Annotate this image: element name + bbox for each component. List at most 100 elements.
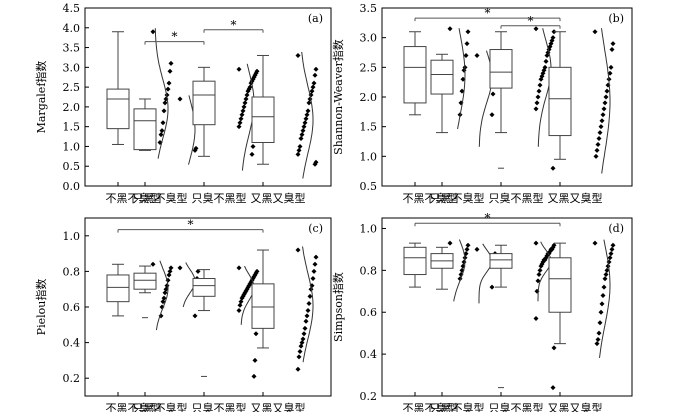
data-point [195, 268, 201, 274]
data-point [301, 124, 307, 130]
data-point [594, 341, 600, 347]
data-point [295, 151, 301, 157]
data-point [599, 118, 605, 124]
data-point [305, 308, 311, 314]
panel-label: (a) [308, 12, 323, 25]
significance-label: * [485, 6, 491, 20]
density-curve [601, 28, 611, 174]
data-point [447, 26, 453, 32]
data-point [238, 116, 244, 122]
data-point [594, 147, 600, 153]
data-point [592, 240, 598, 246]
data-point [161, 108, 167, 114]
data-point [240, 108, 246, 114]
density-curve [478, 243, 493, 304]
data-point [295, 247, 301, 253]
box-iqr [489, 49, 513, 89]
data-point [236, 124, 242, 130]
data-point [166, 80, 172, 86]
data-point [536, 272, 542, 278]
data-point [310, 84, 316, 90]
data-point [150, 261, 156, 267]
y-axis-label: Shannon-Weaver指数 [331, 39, 345, 155]
x-tick-label: 只黑不臭型 [133, 401, 188, 412]
data-point [597, 130, 603, 136]
data-point [303, 318, 309, 324]
data-point [550, 165, 556, 171]
data-point [244, 92, 250, 98]
data-point [609, 246, 615, 252]
data-point [551, 345, 557, 351]
data-point [299, 340, 305, 346]
data-point [238, 299, 244, 305]
significance-bracket: * [500, 14, 561, 29]
data-point [307, 293, 313, 299]
significance-bracket: * [203, 18, 264, 33]
y-tick-label: 0.5 [360, 180, 378, 193]
density-curve [302, 246, 314, 363]
data-point [302, 325, 308, 331]
data-point [311, 268, 317, 274]
box-group-3 [192, 265, 260, 379]
density-curve [453, 239, 466, 302]
density-curve [599, 239, 611, 358]
data-point [295, 366, 301, 372]
data-point [608, 64, 614, 70]
data-point [237, 302, 243, 308]
data-point [312, 161, 318, 167]
y-tick-label: 3.0 [360, 32, 378, 45]
data-point [159, 128, 165, 134]
data-point [304, 313, 310, 319]
box-group-1 [403, 239, 471, 302]
box-iqr [403, 46, 427, 104]
data-point [610, 242, 616, 248]
significance-label: * [528, 14, 534, 28]
data-point [310, 276, 316, 282]
significance-bracket: * [117, 218, 264, 233]
data-point [299, 132, 305, 138]
box-iqr [548, 66, 572, 137]
box-group-4 [251, 51, 319, 179]
panel-label: (c) [308, 222, 323, 235]
data-point [535, 278, 541, 284]
data-point [295, 52, 301, 58]
data-point [550, 385, 556, 391]
significance-label: * [188, 218, 194, 232]
data-point [306, 300, 312, 306]
y-tick-label: 0.6 [63, 301, 81, 314]
data-point [236, 265, 242, 271]
data-point [158, 132, 164, 138]
data-point [610, 41, 616, 47]
x-tick-label: 只臭不黑型 [489, 191, 544, 205]
data-point [459, 88, 465, 94]
box-iqr [133, 272, 157, 290]
x-tick-label: 不黑不臭型 [403, 401, 458, 412]
y-tick-label: 4.5 [63, 2, 81, 15]
data-point [538, 76, 544, 82]
data-point [192, 147, 198, 153]
data-point [150, 29, 156, 35]
data-point [297, 143, 303, 149]
data-point [596, 136, 602, 142]
panel-a: 0.0 0.5 1.0 1.5 2.0 2.5 3.0 3.5 4.0 4.5 Margalef指数… [34, 2, 332, 205]
significance-label: * [231, 18, 237, 32]
plot-frame [84, 7, 332, 187]
y-tick-label: 0.4 [63, 337, 81, 350]
data-point [607, 255, 613, 261]
x-tick-label: 不黑不臭型 [403, 191, 458, 205]
box-group-1 [403, 26, 471, 130]
box-group-2 [133, 95, 201, 165]
data-point [164, 283, 170, 289]
data-point [177, 96, 183, 102]
significance-bracket: * [144, 30, 205, 45]
data-point [598, 124, 604, 130]
data-point [160, 299, 166, 305]
data-point [296, 147, 302, 153]
box-group-4 [548, 28, 616, 174]
data-point [606, 259, 612, 265]
y-tick-label: 4.0 [63, 22, 81, 35]
data-point [298, 136, 304, 142]
data-point [312, 261, 318, 267]
data-point [303, 116, 309, 122]
